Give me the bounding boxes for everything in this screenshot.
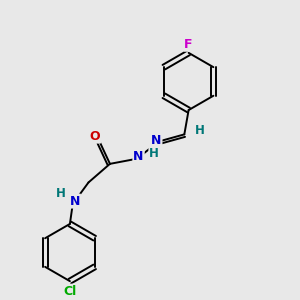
Text: H: H	[56, 188, 66, 200]
Text: H: H	[195, 124, 205, 136]
Text: N: N	[151, 134, 161, 147]
Text: N: N	[70, 194, 80, 208]
Text: F: F	[184, 38, 193, 51]
Text: H: H	[149, 147, 159, 160]
Text: N: N	[134, 150, 144, 163]
Text: Cl: Cl	[63, 285, 76, 298]
Text: O: O	[89, 130, 100, 142]
